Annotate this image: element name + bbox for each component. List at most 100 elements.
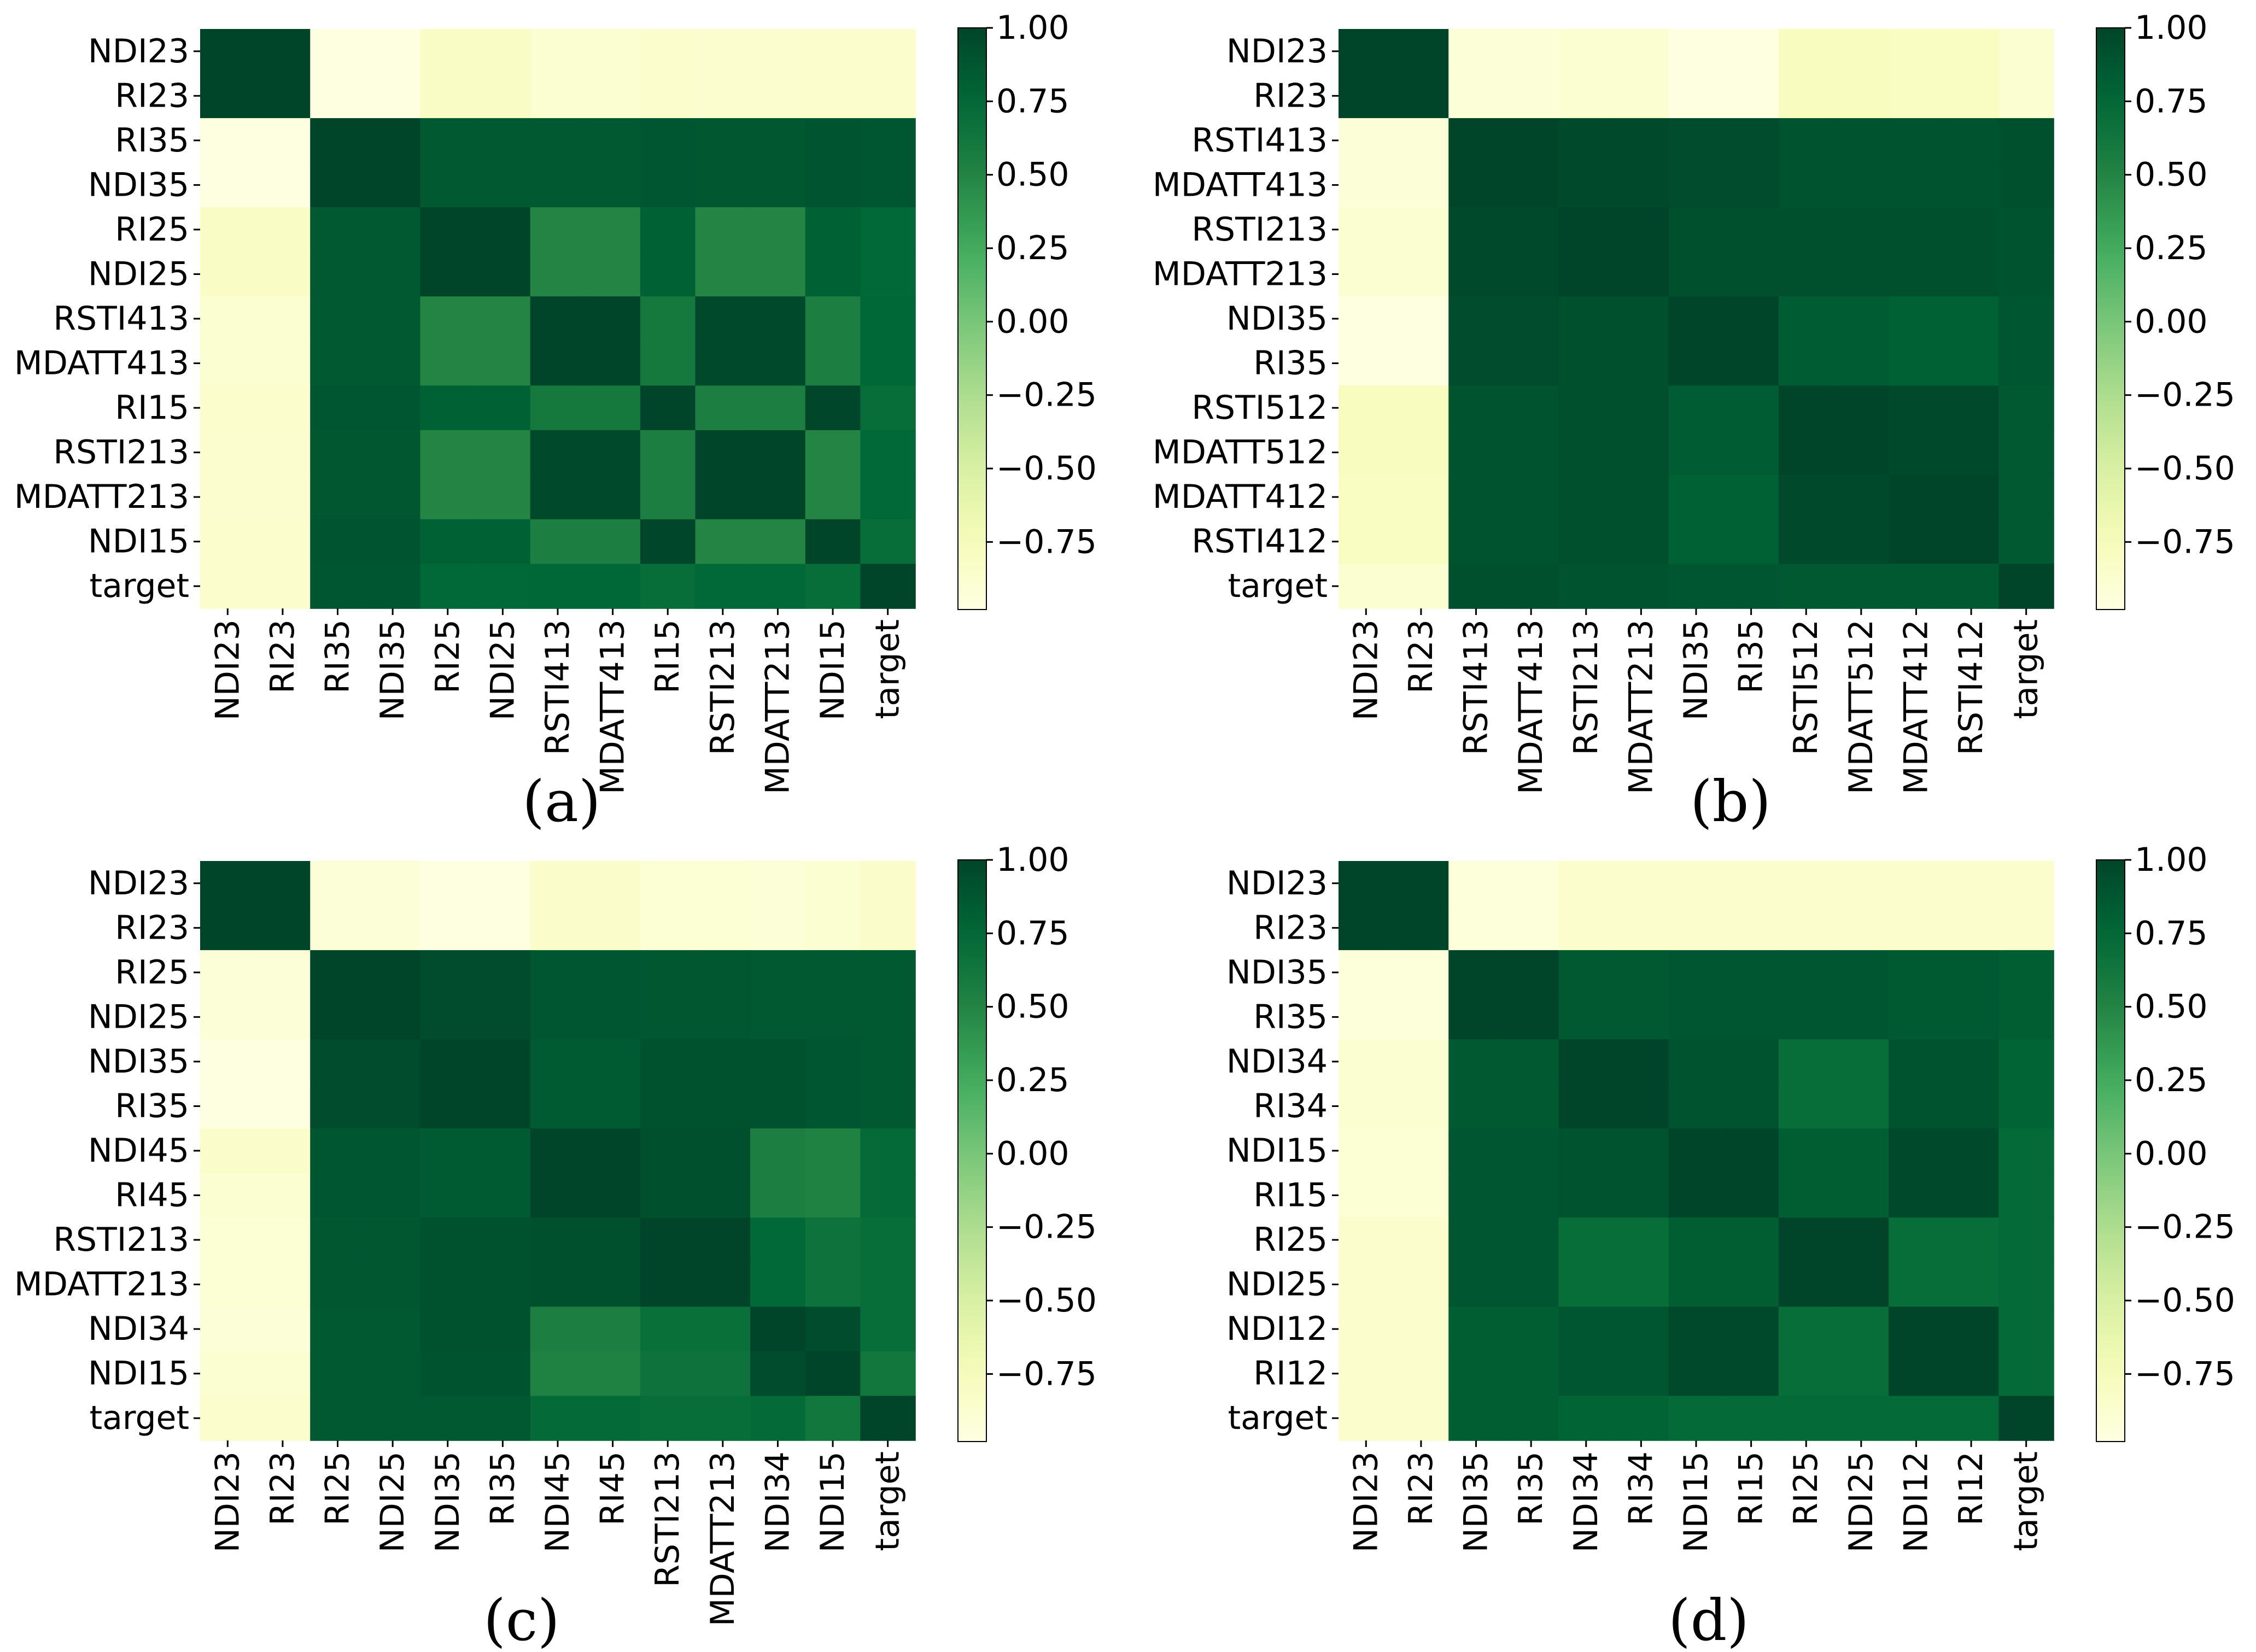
heatmap-cell [1833, 1262, 1889, 1308]
heatmap-cell [1833, 1307, 1889, 1352]
heatmap-cell [475, 118, 531, 163]
heatmap-cell [805, 1128, 861, 1174]
heatmap-cell [1448, 1173, 1504, 1219]
heatmap-cell [255, 162, 311, 208]
heatmap-cell [1558, 29, 1614, 74]
heatmap-cell [1723, 1262, 1779, 1308]
heatmap-cell [530, 994, 586, 1040]
heatmap-cell [695, 430, 751, 476]
heatmap-cell [750, 385, 806, 431]
heatmap-cell [1998, 519, 2054, 565]
heatmap-cell [1558, 994, 1614, 1040]
heatmap-cell [200, 1351, 256, 1397]
heatmap-cell [1889, 474, 1944, 520]
heatmap-cell [1503, 564, 1559, 609]
heatmap-cell [1393, 1351, 1450, 1397]
y-tick-label: RI23 [115, 77, 189, 115]
heatmap-cell [1339, 519, 1394, 565]
heatmap-cell [1889, 1039, 1944, 1085]
heatmap-cell [365, 1307, 421, 1352]
heatmap-cell [585, 207, 641, 253]
y-tick-label: MDATT213 [1153, 255, 1328, 293]
x-tick-label: RI35 [1732, 619, 1770, 694]
heatmap-cell [1889, 994, 1944, 1040]
panel-label: (c) [483, 1587, 559, 1652]
heatmap-cell [530, 207, 586, 253]
heatmap-cell [1943, 1039, 2000, 1085]
heatmap-cell [255, 1128, 311, 1174]
heatmap-cell [1448, 1217, 1504, 1263]
heatmap-cell [1833, 994, 1889, 1040]
heatmap-cell [585, 564, 641, 609]
heatmap-cell [1778, 474, 1834, 520]
heatmap-cell [1833, 430, 1889, 476]
heatmap-cell [1448, 29, 1504, 74]
heatmap-cell [1503, 1307, 1559, 1352]
colorbar [2096, 28, 2125, 610]
heatmap-cell [695, 296, 751, 342]
heatmap-cell [420, 861, 476, 906]
heatmap-cell [200, 341, 256, 386]
heatmap-cell [530, 73, 586, 119]
heatmap-cell [640, 564, 696, 609]
colorbar-tick-label: 0.50 [996, 988, 1069, 1026]
heatmap-cell [1943, 1083, 2000, 1129]
y-tick-label: NDI23 [1226, 864, 1328, 903]
panel-label: (d) [1668, 1587, 1749, 1652]
x-tick-label: RSTI413 [1457, 619, 1495, 755]
heatmap-cell [750, 474, 806, 520]
heatmap-cell [1998, 118, 2054, 163]
heatmap-cell [1668, 118, 1725, 163]
heatmap-cell [310, 564, 366, 609]
heatmap-cell [1778, 1217, 1834, 1263]
heatmap-cell [475, 1396, 531, 1441]
heatmap-cell [750, 1039, 806, 1085]
heatmap-cell [1393, 519, 1450, 565]
heatmap-cell [310, 861, 366, 906]
heatmap-cell [255, 251, 311, 297]
heatmap-cell [1339, 162, 1394, 208]
heatmap-cell [695, 251, 751, 297]
heatmap-cell [750, 162, 806, 208]
heatmap-cell [640, 251, 696, 297]
colorbar [2096, 860, 2125, 1442]
heatmap-cell [365, 29, 421, 74]
y-tick-label: MDATT413 [14, 344, 189, 383]
heatmap-cell [640, 385, 696, 431]
heatmap-cell [1998, 385, 2054, 431]
heatmap-cell [1448, 1039, 1504, 1085]
colorbar-outline [957, 27, 987, 610]
heatmap-cell [1448, 564, 1504, 609]
heatmap-cell [1393, 162, 1450, 208]
heatmap-cell [1558, 207, 1614, 253]
heatmap-cell [695, 861, 751, 906]
heatmap-cell [1614, 251, 1669, 297]
heatmap-cell [695, 1262, 751, 1308]
y-tick-label: NDI15 [1226, 1132, 1328, 1170]
heatmap-cell [1889, 1173, 1944, 1219]
heatmap-cell [475, 519, 531, 565]
heatmap-cell [475, 296, 531, 342]
y-tick-label: NDI15 [88, 523, 189, 561]
heatmap-cell [750, 1217, 806, 1263]
heatmap-cell [1943, 73, 2000, 119]
heatmap-cell [695, 29, 751, 74]
heatmap-cell [640, 905, 696, 951]
heatmap-cell [1614, 1173, 1669, 1219]
heatmap-cell [750, 1173, 806, 1219]
heatmap-cell [1503, 905, 1559, 951]
heatmap-cell [1889, 251, 1944, 297]
heatmap-cell [475, 1039, 531, 1085]
heatmap-cell [1339, 341, 1394, 386]
heatmap-cell [200, 564, 256, 609]
heatmap-cell [1393, 1173, 1450, 1219]
heatmap-cell [530, 1083, 586, 1129]
heatmap-cell [1614, 1128, 1669, 1174]
heatmap-cell [1833, 251, 1889, 297]
heatmap-cell [1943, 564, 2000, 609]
x-tick-label: RI23 [1402, 1451, 1440, 1526]
heatmap-cell [1943, 994, 2000, 1040]
colorbar [958, 28, 986, 610]
heatmap-cell [1998, 564, 2054, 609]
